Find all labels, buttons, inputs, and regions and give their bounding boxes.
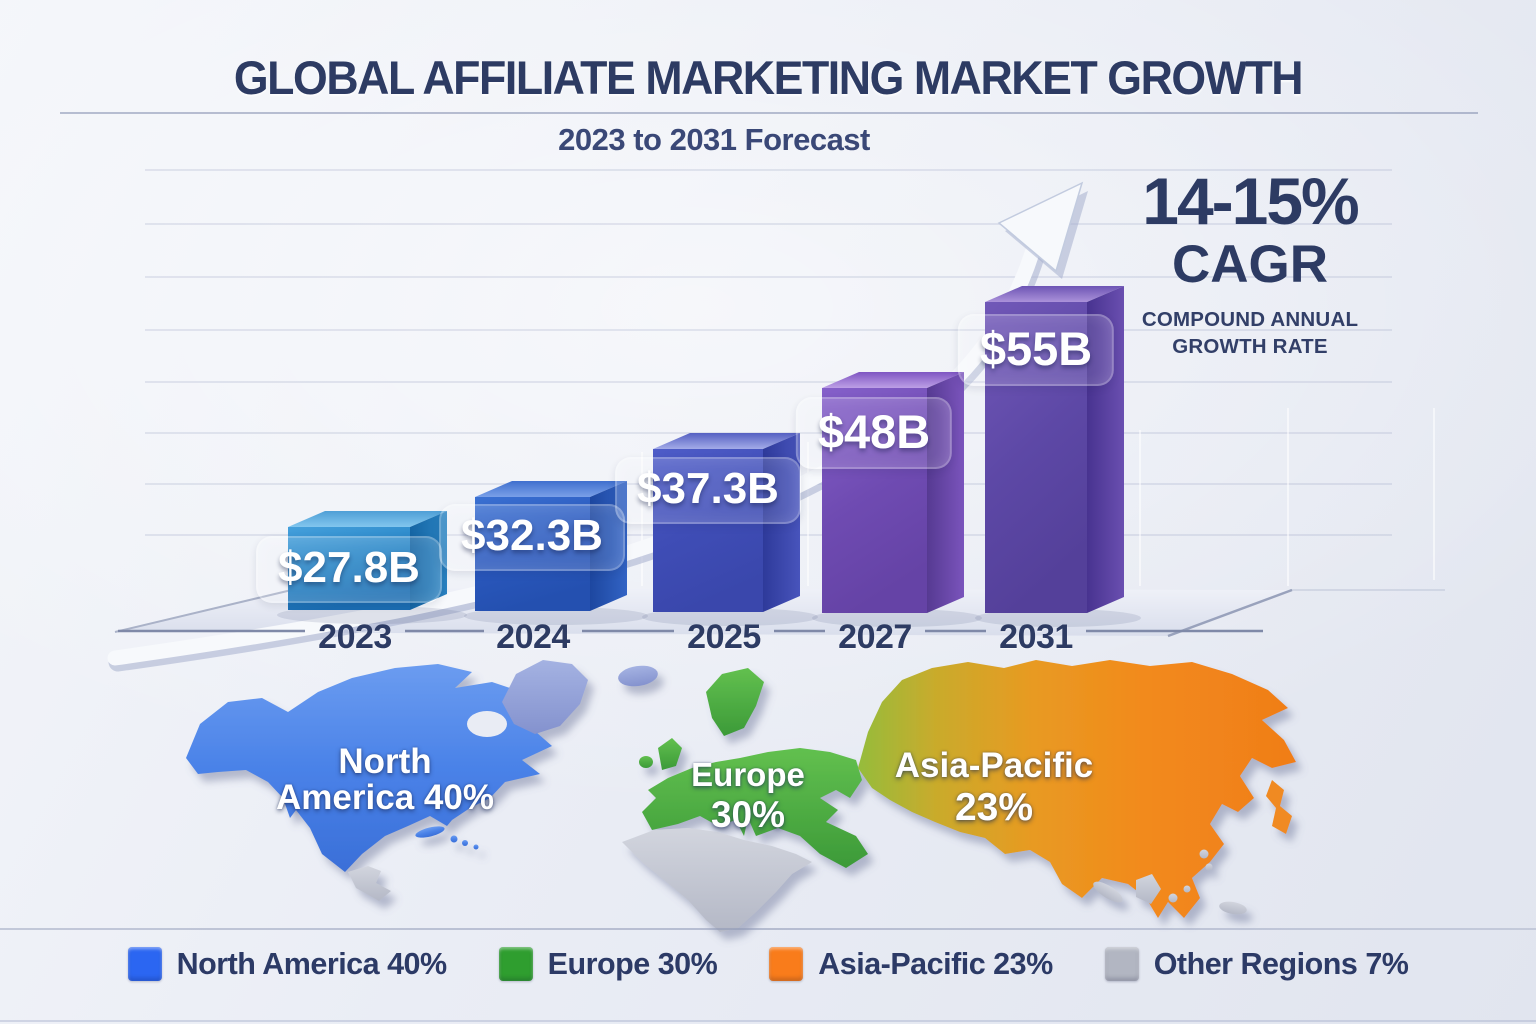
map-label-europe-line2: 30% (710, 793, 786, 835)
legend-label-europe: Europe 30% (547, 946, 718, 981)
legend-swatch-other-regions (1104, 947, 1139, 981)
legend-item-asia-pacific: Asia-Pacific 23% (769, 946, 1053, 982)
bar-2025 (653, 433, 800, 612)
legend-swatch-north-america (127, 947, 162, 981)
value-badge-2023: $27.8B (256, 536, 442, 603)
legend: North America 40% Europe 30% Asia-Pacifi… (0, 938, 1536, 990)
hudson-bay-cutout (467, 711, 507, 737)
year-label-2025: 2025 (687, 618, 761, 656)
cagr-callout: 14-15% CAGR COMPOUND ANNUAL GROWTH RATE (1092, 168, 1408, 360)
region-north-america (186, 664, 552, 872)
value-2025: $37.3B (637, 464, 779, 513)
region-europe (639, 668, 868, 868)
cagr-definition: COMPOUND ANNUAL GROWTH RATE (1092, 307, 1408, 360)
value-2024: $32.3B (461, 511, 603, 560)
value-badge-2025: $37.3B (615, 457, 801, 524)
legend-swatch-asia-pacific (769, 947, 804, 981)
bottom-divider (0, 1020, 1536, 1022)
region-central-america (348, 866, 391, 901)
world-map (186, 660, 1296, 932)
bar-2023 (288, 511, 447, 610)
value-badge-2027: $48B (795, 397, 953, 469)
page-title: GLOBAL AFFILIATE MARKETING MARKET GROWTH (233, 51, 1304, 104)
legend-divider (0, 928, 1536, 930)
map-label-north-america: North America 40% (250, 744, 520, 815)
region-iceland (618, 665, 658, 687)
year-label-2024: 2024 (496, 618, 570, 656)
value-2027: $48B (817, 405, 931, 458)
map-label-europe: Europe 30% (648, 758, 848, 833)
legend-item-europe: Europe 30% (498, 946, 718, 982)
region-japan (1266, 780, 1292, 834)
map-label-asia-pacific: Asia-Pacific 23% (872, 748, 1116, 827)
region-africa (622, 828, 812, 932)
region-asia-pacific (858, 660, 1296, 918)
bar-2031 (985, 286, 1124, 613)
value-badge-2031: $55B (957, 314, 1115, 386)
bar-shadows (277, 606, 1141, 627)
cagr-value: 14-15% (1142, 164, 1360, 238)
legend-item-north-america: North America 40% (127, 946, 448, 982)
bar-2027 (822, 372, 964, 613)
map-label-asia-pacific-line2: 23% (954, 785, 1034, 829)
map-label-north-america-line2: America 40% (276, 777, 494, 817)
legend-label-asia-pacific: Asia-Pacific 23% (818, 946, 1053, 981)
cagr-acronym: CAGR (1171, 235, 1329, 294)
legend-label-north-america: North America 40% (176, 946, 448, 981)
region-greenland (502, 660, 588, 734)
cagr-definition-line2: GROWTH RATE (1172, 334, 1328, 358)
region-caribbean (415, 826, 479, 850)
map-label-asia-pacific-line1: Asia-Pacific (894, 746, 1094, 785)
value-2023: $27.8B (278, 543, 420, 592)
legend-item-other-regions: Other Regions 7% (1104, 946, 1409, 982)
map-label-europe-line1: Europe (691, 756, 805, 793)
map-label-north-america-line1: North (338, 742, 432, 781)
year-label-2023: 2023 (318, 618, 392, 656)
value-2031: $55B (979, 322, 1093, 375)
cagr-definition-line1: COMPOUND ANNUAL (1141, 308, 1359, 331)
legend-label-other-regions: Other Regions 7% (1153, 946, 1409, 981)
year-label-2027: 2027 (838, 618, 912, 656)
bar-2024 (475, 481, 627, 611)
region-se-asia-islands (1093, 849, 1247, 915)
value-badge-2024: $32.3B (439, 504, 625, 571)
page-subtitle: 2023 to 2031 Forecast (558, 122, 870, 157)
legend-swatch-europe (498, 947, 533, 981)
year-label-2031: 2031 (999, 618, 1073, 656)
